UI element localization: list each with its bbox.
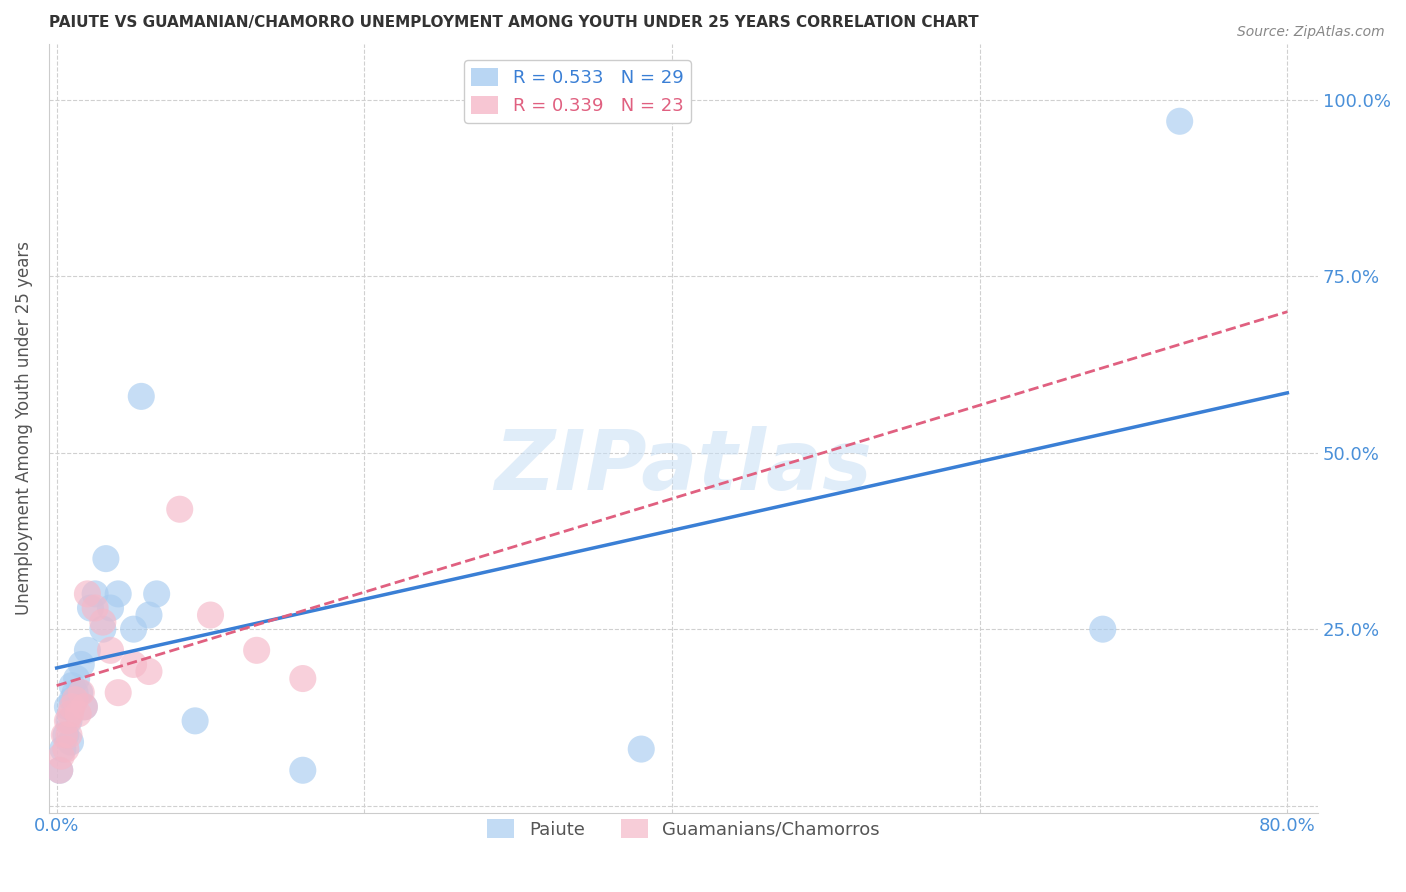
Point bbox=[48, 764, 70, 778]
Point bbox=[107, 686, 129, 700]
Point bbox=[58, 728, 80, 742]
Point bbox=[129, 389, 152, 403]
Point bbox=[70, 686, 93, 700]
Point bbox=[69, 686, 91, 700]
Point bbox=[145, 587, 167, 601]
Point bbox=[184, 714, 207, 728]
Point bbox=[138, 608, 160, 623]
Text: PAIUTE VS GUAMANIAN/CHAMORRO UNEMPLOYMENT AMONG YOUTH UNDER 25 YEARS CORRELATION: PAIUTE VS GUAMANIAN/CHAMORRO UNEMPLOYMEN… bbox=[49, 15, 979, 30]
Point bbox=[76, 643, 98, 657]
Point bbox=[91, 622, 114, 636]
Point bbox=[100, 643, 122, 657]
Point bbox=[48, 764, 70, 778]
Point bbox=[63, 686, 86, 700]
Point bbox=[51, 749, 73, 764]
Point bbox=[56, 699, 79, 714]
Point bbox=[100, 601, 122, 615]
Point bbox=[55, 728, 77, 742]
Point bbox=[67, 706, 90, 721]
Y-axis label: Unemployment Among Youth under 25 years: Unemployment Among Youth under 25 years bbox=[15, 241, 32, 615]
Point bbox=[291, 764, 314, 778]
Point bbox=[138, 665, 160, 679]
Point bbox=[58, 714, 80, 728]
Point bbox=[60, 679, 83, 693]
Point bbox=[53, 728, 76, 742]
Point bbox=[52, 742, 75, 756]
Point bbox=[63, 692, 86, 706]
Point bbox=[56, 714, 79, 728]
Point bbox=[291, 672, 314, 686]
Point bbox=[1168, 114, 1191, 128]
Point bbox=[107, 587, 129, 601]
Point bbox=[73, 699, 96, 714]
Point bbox=[122, 657, 145, 672]
Point bbox=[70, 657, 93, 672]
Point bbox=[60, 699, 83, 714]
Point bbox=[66, 672, 89, 686]
Point bbox=[200, 608, 222, 623]
Point bbox=[55, 742, 77, 756]
Point bbox=[122, 622, 145, 636]
Point bbox=[60, 692, 83, 706]
Legend: Paiute, Guamanians/Chamorros: Paiute, Guamanians/Chamorros bbox=[479, 812, 887, 846]
Point bbox=[79, 601, 101, 615]
Text: Source: ZipAtlas.com: Source: ZipAtlas.com bbox=[1237, 25, 1385, 39]
Point bbox=[169, 502, 191, 516]
Point bbox=[84, 601, 107, 615]
Point bbox=[76, 587, 98, 601]
Point bbox=[630, 742, 652, 756]
Point bbox=[246, 643, 269, 657]
Point bbox=[91, 615, 114, 629]
Point bbox=[94, 551, 117, 566]
Point bbox=[59, 735, 82, 749]
Point bbox=[73, 699, 96, 714]
Point bbox=[59, 706, 82, 721]
Point bbox=[1091, 622, 1114, 636]
Point bbox=[84, 587, 107, 601]
Text: ZIPatlas: ZIPatlas bbox=[495, 426, 873, 507]
